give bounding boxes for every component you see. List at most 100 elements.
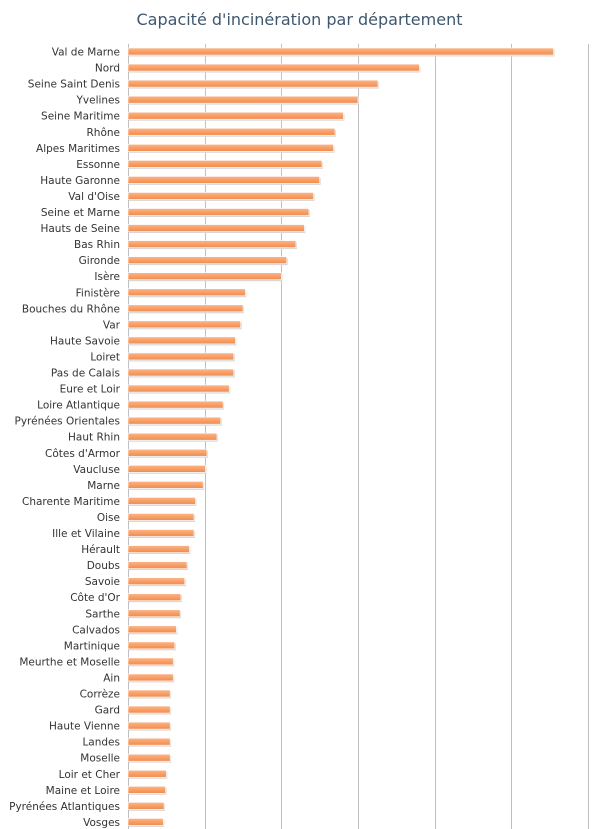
bar[interactable] bbox=[127, 400, 224, 409]
category-label: Loir et Cher bbox=[59, 769, 121, 781]
bar[interactable] bbox=[127, 320, 241, 329]
bar[interactable] bbox=[127, 176, 320, 184]
category-label: Marne bbox=[87, 480, 120, 492]
bar[interactable] bbox=[127, 352, 235, 361]
bar[interactable] bbox=[127, 705, 171, 714]
bar[interactable] bbox=[127, 593, 182, 602]
bar[interactable] bbox=[127, 785, 166, 794]
category-label: Oise bbox=[97, 512, 120, 524]
category-label: Eure et Loir bbox=[60, 384, 121, 396]
bar[interactable] bbox=[127, 577, 186, 585]
bar[interactable] bbox=[127, 561, 188, 569]
category-label: Charente Maritime bbox=[22, 496, 120, 508]
bar[interactable] bbox=[127, 208, 310, 216]
category-label: Var bbox=[103, 319, 121, 331]
category-label: Meurthe et Moselle bbox=[19, 656, 120, 668]
bar[interactable] bbox=[127, 721, 171, 730]
bar[interactable] bbox=[127, 802, 165, 810]
category-label: Landes bbox=[82, 737, 120, 749]
bar[interactable] bbox=[127, 47, 554, 56]
category-label: Haut Rhin bbox=[68, 432, 120, 444]
category-label: Hauts de Seine bbox=[40, 223, 120, 235]
bar[interactable] bbox=[127, 753, 171, 762]
bar[interactable] bbox=[127, 63, 420, 72]
bar[interactable] bbox=[127, 368, 235, 377]
chart-title: Capacité d'incinération par département bbox=[136, 10, 463, 29]
category-label: Loiret bbox=[90, 351, 120, 363]
category-label: Seine et Marne bbox=[41, 207, 120, 219]
bar[interactable] bbox=[127, 79, 379, 88]
category-label: Essonne bbox=[76, 159, 120, 171]
category-label: Haute Savoie bbox=[50, 335, 120, 347]
category-label: Martinique bbox=[64, 640, 120, 652]
bars bbox=[127, 47, 555, 827]
bar[interactable] bbox=[127, 160, 323, 168]
category-label: Sarthe bbox=[85, 608, 120, 620]
category-label: Seine Maritime bbox=[41, 111, 120, 123]
category-label: Hérault bbox=[81, 544, 120, 556]
bar[interactable] bbox=[127, 384, 230, 393]
category-label: Côtes d'Armor bbox=[45, 448, 121, 460]
category-label: Bas Rhin bbox=[74, 239, 120, 251]
category-label: Alpes Maritimes bbox=[36, 143, 120, 155]
bar[interactable] bbox=[127, 529, 195, 537]
bar[interactable] bbox=[127, 95, 359, 104]
category-label: Pyrénées Orientales bbox=[15, 416, 121, 428]
category-label: Ille et Vilaine bbox=[52, 528, 120, 540]
bar[interactable] bbox=[127, 448, 208, 457]
category-label: Vaucluse bbox=[73, 464, 120, 476]
category-label: Maine et Loire bbox=[46, 785, 120, 797]
category-label: Finistère bbox=[76, 287, 120, 299]
bar[interactable] bbox=[127, 689, 171, 698]
bar[interactable] bbox=[127, 144, 334, 152]
bar[interactable] bbox=[127, 609, 181, 618]
bar[interactable] bbox=[127, 769, 167, 778]
bar[interactable] bbox=[127, 673, 174, 682]
category-label: Rhône bbox=[87, 127, 121, 139]
bar[interactable] bbox=[127, 240, 297, 248]
bar[interactable] bbox=[127, 288, 246, 297]
bar[interactable] bbox=[127, 432, 218, 441]
category-label: Nord bbox=[95, 63, 120, 75]
category-label: Moselle bbox=[80, 753, 120, 765]
category-label: Isère bbox=[94, 271, 120, 283]
bar[interactable] bbox=[127, 737, 171, 746]
bar[interactable] bbox=[127, 625, 177, 634]
bar[interactable] bbox=[127, 111, 344, 120]
category-label: Pas de Calais bbox=[51, 368, 120, 380]
bar[interactable] bbox=[127, 272, 282, 281]
category-label: Haute Vienne bbox=[49, 721, 120, 733]
category-label: Vosges bbox=[83, 817, 120, 829]
bar[interactable] bbox=[127, 481, 204, 489]
bar[interactable] bbox=[127, 513, 195, 521]
bar[interactable] bbox=[127, 416, 222, 425]
category-label: Pyrénées Atlantiques bbox=[9, 801, 120, 813]
bar[interactable] bbox=[127, 127, 336, 136]
category-label: Val de Marne bbox=[52, 47, 120, 59]
category-label: Val d'Oise bbox=[68, 191, 120, 203]
category-label: Ain bbox=[103, 672, 120, 684]
category-label: Yvelines bbox=[75, 95, 120, 107]
category-label: Savoie bbox=[85, 576, 120, 588]
bar[interactable] bbox=[127, 304, 244, 313]
bar[interactable] bbox=[127, 192, 314, 200]
bar[interactable] bbox=[127, 336, 236, 345]
category-label: Corrèze bbox=[80, 689, 120, 701]
category-label: Gironde bbox=[79, 255, 120, 267]
category-labels: Val de Marne Nord Seine Saint Denis Yveline… bbox=[9, 47, 121, 829]
category-label: Seine Saint Denis bbox=[28, 79, 120, 91]
bar[interactable] bbox=[127, 545, 190, 553]
category-label: Côte d'Or bbox=[70, 592, 120, 604]
bar[interactable] bbox=[127, 224, 305, 232]
bar[interactable] bbox=[127, 256, 287, 264]
bar[interactable] bbox=[127, 641, 176, 650]
category-label: Loire Atlantique bbox=[37, 400, 120, 412]
category-label: Haute Garonne bbox=[40, 175, 120, 187]
bar[interactable] bbox=[127, 464, 206, 473]
category-label: Bouches du Rhône bbox=[22, 303, 120, 315]
bar[interactable] bbox=[127, 818, 164, 826]
category-label: Gard bbox=[95, 705, 120, 717]
bar[interactable] bbox=[127, 497, 196, 505]
bar[interactable] bbox=[127, 657, 174, 666]
